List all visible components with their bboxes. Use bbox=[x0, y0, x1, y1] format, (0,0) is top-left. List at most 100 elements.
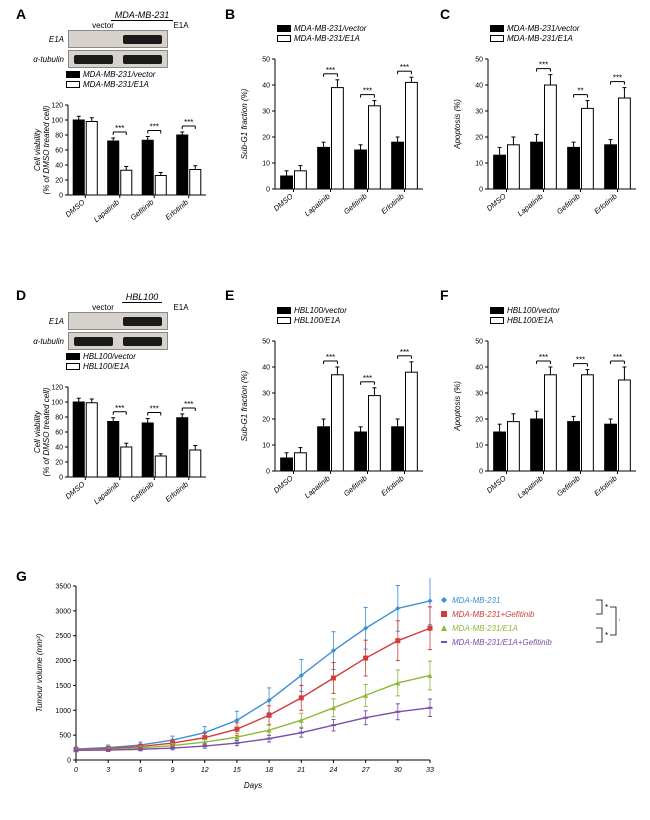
svg-text:Erlotinib: Erlotinib bbox=[592, 192, 619, 216]
svg-text:500: 500 bbox=[59, 733, 71, 740]
legend-F: HBL100/vectorHBL100/E1A bbox=[490, 306, 650, 325]
svg-text:20: 20 bbox=[475, 135, 483, 142]
svg-text:Cell viability: Cell viability bbox=[33, 128, 42, 171]
svg-text:1500: 1500 bbox=[55, 683, 71, 690]
svg-text:2000: 2000 bbox=[55, 658, 71, 665]
svg-text:Lapatinib: Lapatinib bbox=[92, 480, 121, 506]
svg-text:Cell viability: Cell viability bbox=[33, 410, 42, 453]
svg-text:Lapatinib: Lapatinib bbox=[303, 192, 332, 218]
chart-G: 0500100015002000250030003500036912151821… bbox=[30, 578, 620, 798]
svg-text:***: *** bbox=[150, 405, 159, 414]
svg-text:Lapatinib: Lapatinib bbox=[516, 474, 545, 500]
label-A: A bbox=[16, 6, 26, 22]
svg-text:80: 80 bbox=[55, 415, 63, 422]
svg-text:Lapatinib: Lapatinib bbox=[516, 192, 545, 218]
svg-text:30: 30 bbox=[262, 109, 270, 116]
svg-text:DMSO: DMSO bbox=[64, 198, 87, 219]
svg-text:***: *** bbox=[115, 404, 124, 413]
label-G: G bbox=[16, 568, 27, 584]
svg-text:40: 40 bbox=[55, 445, 63, 452]
svg-text:3000: 3000 bbox=[55, 608, 71, 615]
svg-text:***: *** bbox=[400, 348, 409, 357]
svg-text:Gefitinib: Gefitinib bbox=[129, 480, 156, 505]
svg-text:40: 40 bbox=[262, 365, 270, 372]
label-F: F bbox=[440, 287, 449, 303]
panel-C: MDA-MB-231/vectorMDA-MB-231/E1A 0 10 20 30 4… bbox=[450, 22, 650, 235]
svg-text:*: * bbox=[605, 603, 608, 612]
svg-text:Lapatinib: Lapatinib bbox=[303, 474, 332, 500]
legend-C: MDA-MB-231/vectorMDA-MB-231/E1A bbox=[490, 24, 650, 43]
legend-A: MDA-MB-231/vectorMDA-MB-231/E1A bbox=[66, 70, 220, 89]
svg-text:80: 80 bbox=[55, 133, 63, 140]
svg-text:0: 0 bbox=[479, 187, 483, 194]
chart-D: 020406080100120DMSO***Lapatinib***Gefiti… bbox=[30, 373, 220, 523]
svg-text:3500: 3500 bbox=[55, 584, 71, 591]
chart-F: 01020304050DMSO***Lapatinib***Gefitinib*… bbox=[450, 327, 650, 517]
svg-text:10: 10 bbox=[262, 443, 270, 450]
svg-text:40: 40 bbox=[475, 83, 483, 90]
svg-text:50: 50 bbox=[262, 339, 270, 346]
svg-text:21: 21 bbox=[296, 767, 305, 774]
svg-text:MDA-MB-231+Gefitinib: MDA-MB-231+Gefitinib bbox=[452, 610, 535, 619]
svg-text:9: 9 bbox=[171, 767, 175, 774]
label-C: C bbox=[440, 6, 450, 22]
svg-text:Gefitinib: Gefitinib bbox=[555, 192, 582, 217]
svg-text:40: 40 bbox=[475, 365, 483, 372]
svg-text:Apoptosis (%): Apoptosis (%) bbox=[453, 99, 462, 150]
svg-text:50: 50 bbox=[475, 57, 483, 64]
chart-B: 01020304050DMSO***Lapatinib***Gefitinib*… bbox=[237, 45, 437, 235]
svg-text:***: *** bbox=[539, 353, 548, 362]
svg-text:0: 0 bbox=[59, 475, 63, 482]
svg-text:***: *** bbox=[613, 353, 622, 362]
svg-text:0: 0 bbox=[67, 758, 71, 765]
svg-text:20: 20 bbox=[262, 417, 270, 424]
svg-text:0: 0 bbox=[74, 767, 78, 774]
svg-text:30: 30 bbox=[394, 767, 402, 774]
svg-text:120: 120 bbox=[51, 385, 63, 392]
svg-text:Lapatinib: Lapatinib bbox=[92, 198, 121, 224]
panel-G: 0500100015002000250030003500036912151821… bbox=[30, 578, 620, 798]
svg-text:10: 10 bbox=[475, 443, 483, 450]
wb-A: MDA-MB-231vectorE1AE1Aα-tubulin bbox=[30, 10, 220, 68]
svg-text:***: *** bbox=[576, 356, 585, 365]
svg-text:40: 40 bbox=[262, 83, 270, 90]
svg-text:DMSO: DMSO bbox=[485, 474, 508, 495]
label-D: D bbox=[16, 287, 26, 303]
svg-text:***: *** bbox=[150, 123, 159, 132]
svg-text:27: 27 bbox=[361, 767, 371, 774]
svg-text:***: *** bbox=[326, 66, 335, 75]
svg-text:**: ** bbox=[577, 87, 583, 96]
svg-text:60: 60 bbox=[55, 148, 63, 155]
legend-D: HBL100/vectorHBL100/E1A bbox=[66, 352, 220, 371]
svg-text:MDA-MB-231: MDA-MB-231 bbox=[452, 596, 500, 605]
svg-text:60: 60 bbox=[55, 430, 63, 437]
svg-text:6: 6 bbox=[138, 767, 142, 774]
svg-text:(% of DMSO treated cell): (% of DMSO treated cell) bbox=[42, 105, 51, 194]
svg-text:100: 100 bbox=[51, 400, 63, 407]
svg-text:DMSO: DMSO bbox=[64, 480, 87, 501]
chart-E: 01020304050DMSO***Lapatinib***Gefitinib*… bbox=[237, 327, 437, 517]
svg-text:0: 0 bbox=[479, 469, 483, 476]
svg-text:Gefitinib: Gefitinib bbox=[129, 198, 156, 223]
svg-text:40: 40 bbox=[55, 163, 63, 170]
svg-text:0: 0 bbox=[59, 193, 63, 200]
svg-text:30: 30 bbox=[475, 391, 483, 398]
svg-text:DMSO: DMSO bbox=[272, 192, 295, 213]
panel-F: HBL100/vectorHBL100/E1A 01020304050DMSO*… bbox=[450, 304, 650, 517]
svg-text:***: *** bbox=[115, 124, 124, 133]
svg-text:DMSO: DMSO bbox=[485, 192, 508, 213]
svg-text:Erlotinib: Erlotinib bbox=[163, 198, 190, 222]
svg-text:24: 24 bbox=[329, 767, 338, 774]
svg-text:10: 10 bbox=[475, 161, 483, 168]
svg-text:***: *** bbox=[326, 353, 335, 362]
svg-text:50: 50 bbox=[475, 339, 483, 346]
svg-text:20: 20 bbox=[55, 178, 63, 185]
svg-text:***: *** bbox=[184, 400, 193, 409]
panel-A: MDA-MB-231vectorE1AE1Aα-tubulin MDA-MB-2… bbox=[30, 10, 220, 241]
svg-text:***: *** bbox=[184, 118, 193, 127]
legend-B: MDA-MB-231/vectorMDA-MB-231/E1A bbox=[277, 24, 437, 43]
svg-text:20: 20 bbox=[262, 135, 270, 142]
svg-text:120: 120 bbox=[51, 103, 63, 110]
svg-text:30: 30 bbox=[475, 109, 483, 116]
svg-text:3: 3 bbox=[106, 767, 110, 774]
